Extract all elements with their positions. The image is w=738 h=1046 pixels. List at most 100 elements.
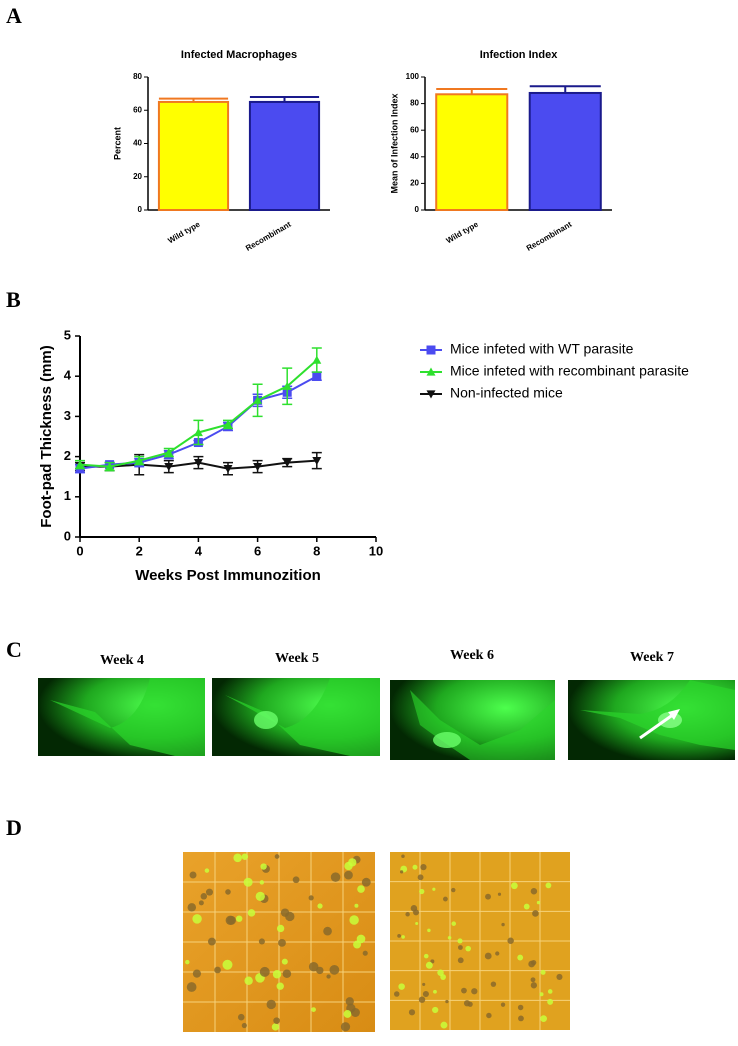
marker: [426, 367, 436, 376]
cell: [417, 874, 424, 881]
cell: [540, 1015, 547, 1023]
cell: [418, 996, 426, 1003]
x-tick-label: 6: [254, 543, 261, 558]
cell: [447, 935, 452, 940]
marker: [164, 448, 174, 457]
cell: [393, 991, 400, 997]
marker: [312, 371, 322, 381]
y-tick-label: 60: [410, 125, 419, 134]
cell: [233, 853, 242, 863]
cell: [326, 974, 331, 979]
cell: [451, 887, 456, 893]
micrographs: [183, 852, 570, 1032]
week-label: Week 6: [450, 648, 494, 663]
cell: [485, 893, 491, 900]
cell: [260, 863, 267, 870]
y-tick-label: 0: [138, 205, 143, 214]
panel-label: C: [6, 637, 22, 662]
y-tick-label: 0: [415, 205, 420, 214]
error-bar: [436, 87, 508, 95]
cell: [200, 893, 208, 900]
marker: [75, 460, 85, 469]
y-axis-label: Percent: [112, 127, 122, 160]
y-tick-label: 80: [133, 72, 142, 81]
cell: [276, 924, 285, 933]
cell: [292, 876, 300, 884]
cell: [545, 882, 552, 889]
bar: [248, 100, 321, 211]
photo: [390, 680, 555, 760]
cell: [530, 888, 538, 895]
cell: [501, 922, 505, 927]
y-tick-label: 1: [64, 488, 71, 503]
legend-label: Mice infeted with WT parasite: [450, 341, 634, 357]
marker: [223, 419, 233, 429]
marker: [282, 459, 292, 468]
cell: [517, 1004, 524, 1011]
marker: [193, 459, 203, 468]
marker: [312, 457, 322, 466]
cell: [330, 872, 341, 882]
cell: [350, 1008, 360, 1017]
cell: [530, 982, 537, 989]
cell: [205, 888, 214, 896]
cell: [440, 1021, 448, 1029]
error-bar: [158, 97, 229, 102]
cell: [247, 909, 256, 917]
photo: [212, 678, 380, 756]
cell: [345, 997, 354, 1006]
cell: [259, 880, 265, 885]
cell: [412, 864, 418, 870]
cell: [225, 889, 231, 895]
cell: [465, 945, 471, 952]
legend-label: Mice infeted with recombinant parasite: [450, 363, 689, 379]
week-label: Week 5: [275, 651, 319, 666]
cell: [348, 858, 357, 867]
cell: [547, 998, 554, 1005]
y-tick-label: 20: [410, 179, 419, 188]
cell: [354, 903, 359, 908]
cell: [442, 896, 448, 902]
bar: [157, 100, 230, 211]
cell: [432, 887, 436, 891]
marker: [253, 395, 263, 404]
cell: [273, 1017, 280, 1024]
cell: [340, 1022, 351, 1032]
cell: [276, 982, 284, 990]
week-label: Week 4: [100, 653, 144, 668]
bar: [528, 91, 602, 211]
chart-title: Infection Index: [480, 49, 559, 61]
cell: [241, 1022, 247, 1029]
cell: [207, 937, 216, 946]
marker: [253, 463, 263, 472]
cell: [198, 900, 204, 906]
x-tick-label: 4: [195, 543, 203, 558]
cell: [463, 1000, 471, 1007]
y-tick-label: 80: [410, 99, 419, 108]
cell: [405, 912, 410, 917]
cell: [222, 959, 233, 970]
marker: [312, 355, 322, 364]
cell: [420, 864, 427, 871]
cell: [500, 1002, 506, 1007]
cell: [285, 911, 295, 922]
photo-strip: Week 4 Week 5 Week 6 Week 7: [38, 648, 735, 760]
cell: [329, 964, 340, 975]
cell: [445, 999, 449, 1004]
cell: [225, 915, 235, 925]
cell: [317, 903, 323, 909]
cell: [192, 914, 202, 924]
bar: [435, 93, 509, 211]
cell: [556, 973, 563, 981]
y-tick-label: 0: [64, 528, 71, 543]
cell: [271, 1023, 280, 1031]
cell: [422, 990, 429, 998]
cell: [457, 938, 463, 944]
cell: [308, 961, 319, 972]
week-label: Week 7: [630, 650, 674, 665]
error-bar: [529, 85, 601, 93]
x-tick-label: Recombinant: [244, 220, 293, 253]
cell: [311, 1007, 316, 1012]
